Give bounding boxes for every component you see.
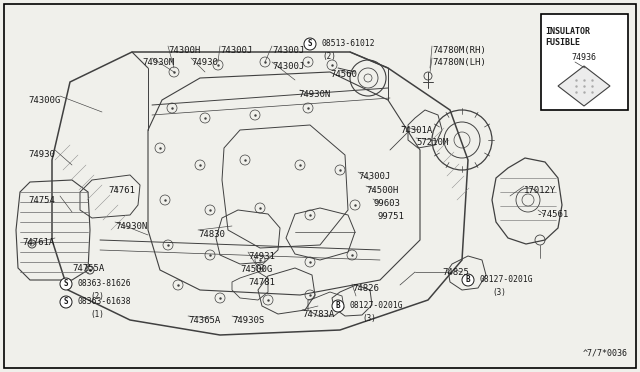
Text: S: S (64, 298, 68, 307)
Text: 57210M: 57210M (416, 138, 448, 147)
Text: 08513-61012: 08513-61012 (322, 39, 376, 48)
Text: 74300J: 74300J (272, 46, 304, 55)
Text: 74500H: 74500H (366, 186, 398, 195)
Text: S: S (64, 279, 68, 289)
Circle shape (60, 296, 72, 308)
Text: 17012Y: 17012Y (524, 186, 556, 195)
Text: FUSIBLE: FUSIBLE (545, 38, 580, 47)
Text: 99751: 99751 (378, 212, 405, 221)
Text: 08127-0201G: 08127-0201G (480, 276, 534, 285)
Text: 74754: 74754 (28, 196, 55, 205)
Text: 74930N: 74930N (298, 90, 330, 99)
Text: 99603: 99603 (373, 199, 400, 208)
Text: 08363-81626: 08363-81626 (78, 279, 132, 289)
Circle shape (304, 38, 316, 50)
Text: (3): (3) (492, 288, 506, 296)
Text: 74936: 74936 (572, 53, 596, 62)
Text: 74930: 74930 (28, 150, 55, 159)
Text: INSULATOR: INSULATOR (545, 27, 590, 36)
Text: B: B (336, 301, 340, 311)
Text: 74780N(LH): 74780N(LH) (432, 58, 486, 67)
Text: 08363-61638: 08363-61638 (78, 298, 132, 307)
Text: 74761: 74761 (108, 186, 135, 195)
Polygon shape (558, 66, 610, 106)
Circle shape (60, 278, 72, 290)
Text: 74930S: 74930S (232, 316, 264, 325)
Text: 74781: 74781 (248, 278, 275, 287)
Text: 74930: 74930 (191, 58, 218, 67)
Text: 74300H: 74300H (168, 46, 200, 55)
Text: 74825: 74825 (442, 268, 469, 277)
Circle shape (462, 274, 474, 286)
Text: ^7/7*0036: ^7/7*0036 (583, 349, 628, 358)
Text: (1): (1) (90, 310, 104, 318)
Text: 74780M(RH): 74780M(RH) (432, 46, 486, 55)
Text: (2): (2) (90, 292, 104, 301)
Text: 74300J: 74300J (220, 46, 252, 55)
Text: 74300G: 74300G (28, 96, 60, 105)
Text: 74931: 74931 (248, 252, 275, 261)
Bar (541, 14, 628, 110)
Text: 74300J: 74300J (358, 172, 390, 181)
Text: 74826: 74826 (352, 284, 379, 293)
Circle shape (332, 300, 344, 312)
Text: (3): (3) (362, 314, 376, 323)
Text: S: S (308, 39, 312, 48)
Text: 74930M: 74930M (142, 58, 174, 67)
Text: 74500G: 74500G (240, 265, 272, 274)
Text: 74755A: 74755A (72, 264, 104, 273)
Text: 08127-0201G: 08127-0201G (350, 301, 404, 311)
Text: 74301A: 74301A (400, 126, 432, 135)
Text: 74300J: 74300J (272, 62, 304, 71)
Text: 74365A: 74365A (188, 316, 220, 325)
Text: -74561: -74561 (536, 210, 568, 219)
Text: B: B (466, 276, 470, 285)
Text: 74560: 74560 (330, 70, 357, 79)
Text: 74830: 74830 (198, 230, 225, 239)
Text: 74761A: 74761A (22, 238, 54, 247)
Text: (2): (2) (322, 51, 336, 61)
Text: 74783A: 74783A (302, 310, 334, 319)
Text: 74930N: 74930N (115, 222, 147, 231)
